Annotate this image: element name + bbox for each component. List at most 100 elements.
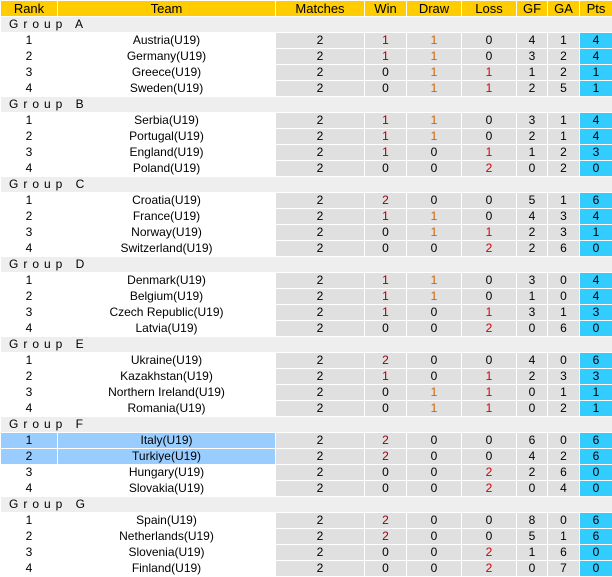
gf-cell: 2 <box>517 465 548 481</box>
team-cell[interactable]: Romania(U19) <box>58 401 276 417</box>
loss-cell: 1 <box>462 81 517 97</box>
team-cell[interactable]: England(U19) <box>58 145 276 161</box>
pts-cell: 3 <box>580 369 612 385</box>
gf-cell: 1 <box>517 545 548 561</box>
pts-cell: 0 <box>580 561 612 577</box>
loss-cell: 2 <box>462 321 517 337</box>
pts-cell: 6 <box>580 433 612 449</box>
ga-cell: 0 <box>548 513 580 529</box>
ga-cell: 3 <box>548 225 580 241</box>
team-cell[interactable]: Italy(U19) <box>58 433 276 449</box>
team-cell[interactable]: Germany(U19) <box>58 49 276 65</box>
matches-cell: 2 <box>276 545 365 561</box>
col-gf[interactable]: GF <box>517 1 548 17</box>
draw-cell: 0 <box>407 161 462 177</box>
pts-cell: 0 <box>580 481 612 497</box>
team-cell[interactable]: Northern Ireland(U19) <box>58 385 276 401</box>
team-cell[interactable]: Norway(U19) <box>58 225 276 241</box>
draw-cell: 0 <box>407 433 462 449</box>
col-win[interactable]: Win <box>365 1 407 17</box>
col-team[interactable]: Team <box>58 1 276 17</box>
team-cell[interactable]: Czech Republic(U19) <box>58 305 276 321</box>
loss-cell: 0 <box>462 129 517 145</box>
team-cell[interactable]: Slovakia(U19) <box>58 481 276 497</box>
team-cell[interactable]: Greece(U19) <box>58 65 276 81</box>
team-cell[interactable]: Sweden(U19) <box>58 81 276 97</box>
win-cell: 1 <box>365 369 407 385</box>
matches-cell: 2 <box>276 161 365 177</box>
win-cell: 0 <box>365 241 407 257</box>
team-cell[interactable]: Finland(U19) <box>58 561 276 577</box>
pts-cell: 6 <box>580 193 612 209</box>
team-cell[interactable]: France(U19) <box>58 209 276 225</box>
team-cell[interactable]: Poland(U19) <box>58 161 276 177</box>
team-cell[interactable]: Spain(U19) <box>58 513 276 529</box>
team-cell[interactable]: Hungary(U19) <box>58 465 276 481</box>
col-draw[interactable]: Draw <box>407 1 462 17</box>
ga-cell: 1 <box>548 305 580 321</box>
matches-cell: 2 <box>276 513 365 529</box>
team-cell[interactable]: Austria(U19) <box>58 33 276 49</box>
group-label: Group C <box>1 177 612 193</box>
win-cell: 2 <box>365 433 407 449</box>
rank-cell: 2 <box>1 449 58 465</box>
team-cell[interactable]: Denmark(U19) <box>58 273 276 289</box>
col-loss[interactable]: Loss <box>462 1 517 17</box>
team-cell[interactable]: Slovenia(U19) <box>58 545 276 561</box>
matches-cell: 2 <box>276 33 365 49</box>
team-cell[interactable]: Latvia(U19) <box>58 321 276 337</box>
matches-cell: 2 <box>276 353 365 369</box>
team-cell[interactable]: Belgium(U19) <box>58 289 276 305</box>
team-cell[interactable]: Serbia(U19) <box>58 113 276 129</box>
ga-cell: 2 <box>548 161 580 177</box>
team-cell[interactable]: Ukraine(U19) <box>58 353 276 369</box>
pts-cell: 1 <box>580 65 612 81</box>
draw-cell: 1 <box>407 273 462 289</box>
draw-cell: 0 <box>407 561 462 577</box>
ga-cell: 5 <box>548 81 580 97</box>
ga-cell: 4 <box>548 481 580 497</box>
ga-cell: 1 <box>548 529 580 545</box>
col-matches[interactable]: Matches <box>276 1 365 17</box>
gf-cell: 0 <box>517 481 548 497</box>
col-pts[interactable]: Pts <box>580 1 612 17</box>
team-cell[interactable]: Turkiye(U19) <box>58 449 276 465</box>
gf-cell: 3 <box>517 49 548 65</box>
col-ga[interactable]: GA <box>548 1 580 17</box>
team-cell[interactable]: Croatia(U19) <box>58 193 276 209</box>
team-cell[interactable]: Portugal(U19) <box>58 129 276 145</box>
team-cell[interactable]: Netherlands(U19) <box>58 529 276 545</box>
loss-cell: 0 <box>462 113 517 129</box>
team-cell[interactable]: Kazakhstan(U19) <box>58 369 276 385</box>
col-rank[interactable]: Rank <box>1 1 58 17</box>
team-cell[interactable]: Switzerland(U19) <box>58 241 276 257</box>
